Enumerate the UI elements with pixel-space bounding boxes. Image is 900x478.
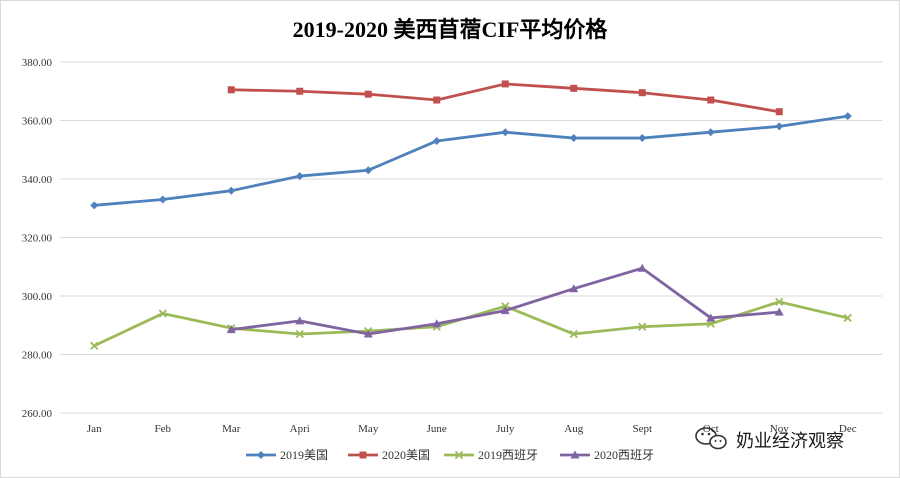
y-tick-label: 380.00 [22, 57, 53, 69]
data-point [364, 166, 373, 175]
data-point [501, 80, 509, 88]
legend-marker [454, 450, 464, 460]
x-tick-label: Nov [770, 423, 789, 435]
legend-item: 2019美国 [246, 448, 328, 462]
legend-item: 2019西班牙 [444, 448, 538, 462]
x-tick-label: July [496, 423, 515, 435]
y-tick-label: 260.00 [22, 408, 53, 420]
data-point [501, 128, 510, 137]
data-point [707, 96, 715, 104]
data-point [569, 329, 578, 339]
data-point [570, 84, 578, 92]
data-point [569, 134, 578, 143]
legend-label: 2019西班牙 [478, 448, 538, 462]
y-tick-label: 280.00 [22, 350, 53, 362]
data-point [843, 313, 852, 323]
series-line [92, 114, 850, 207]
data-point [295, 316, 305, 325]
data-point [363, 329, 373, 338]
data-point [500, 306, 510, 315]
x-axis-ticks: Jan Feb Mar Apri May June July Aug Sept Oct Nov Dec [87, 423, 857, 435]
legend-marker [570, 450, 580, 459]
wechat-icon [695, 427, 727, 450]
x-tick-label: June [427, 423, 447, 435]
data-point [432, 136, 441, 145]
data-point [90, 341, 99, 350]
legend-label: 2020西班牙 [594, 448, 654, 462]
data-point [227, 86, 235, 94]
legend-marker [257, 451, 265, 459]
series-4 [226, 263, 784, 338]
x-tick-label: Feb [155, 423, 172, 435]
data-point [638, 322, 647, 331]
series-1 [90, 112, 852, 210]
legend-item: 2020西班牙 [560, 448, 654, 462]
legend-label: 2020美国 [382, 448, 430, 462]
legend-label: 2019美国 [280, 448, 328, 462]
data-point [227, 186, 236, 195]
x-tick-label: Dec [839, 423, 857, 435]
data-point [158, 309, 167, 318]
data-point [638, 89, 646, 97]
data-point [775, 108, 783, 116]
x-tick-label: Apri [290, 423, 310, 435]
chart-title: 2019-2020 美西苜蓿CIF平均价格 [293, 17, 609, 42]
y-axis-ticks: 260.00 280.00 300.00 320.00 340.00 360.00 380.… [22, 57, 53, 420]
data-point [774, 307, 784, 316]
data-point [296, 87, 304, 95]
x-tick-label: May [358, 423, 379, 435]
y-tick-label: 360.00 [22, 116, 53, 128]
data-point [90, 201, 99, 210]
data-point [295, 329, 304, 339]
data-point [637, 263, 647, 272]
x-tick-label: Mar [222, 423, 241, 435]
watermark-text: 奶业经济观察 [736, 431, 844, 452]
series-group [90, 80, 852, 350]
legend-item: 2020美国 [348, 448, 430, 462]
data-point [433, 96, 441, 104]
data-point [295, 172, 304, 181]
data-point [226, 325, 236, 334]
x-tick-label: Jan [87, 423, 102, 435]
legend-marker [359, 451, 367, 459]
legend: 2019美国 2020美国 2019西班牙 2020西班牙 [246, 448, 654, 462]
data-point [432, 319, 442, 328]
y-tick-label: 340.00 [22, 174, 53, 186]
data-point [364, 90, 372, 98]
watermark: 奶业经济观察 [695, 427, 844, 452]
data-point [775, 297, 784, 306]
data-point [569, 284, 579, 293]
series-2 [227, 80, 783, 116]
data-point [843, 112, 852, 121]
x-tick-label: Sept [632, 423, 652, 435]
y-tick-label: 300.00 [22, 291, 53, 303]
y-tick-label: 320.00 [22, 233, 53, 245]
data-point [158, 195, 167, 204]
data-point [706, 319, 715, 328]
gridlines [60, 61, 882, 414]
data-point [775, 122, 784, 131]
data-point [638, 134, 647, 143]
data-point [706, 313, 716, 322]
x-tick-label: Aug [564, 423, 583, 435]
data-point [706, 128, 715, 137]
